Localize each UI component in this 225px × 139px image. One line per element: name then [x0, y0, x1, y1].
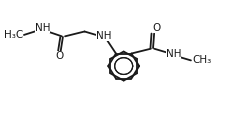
Text: H₃C: H₃C: [4, 30, 23, 40]
Text: CH₃: CH₃: [192, 55, 211, 65]
Text: O: O: [152, 23, 160, 33]
Text: NH: NH: [96, 31, 112, 41]
Text: O: O: [56, 51, 64, 61]
Text: NH: NH: [166, 49, 181, 59]
Text: NH: NH: [35, 23, 50, 33]
